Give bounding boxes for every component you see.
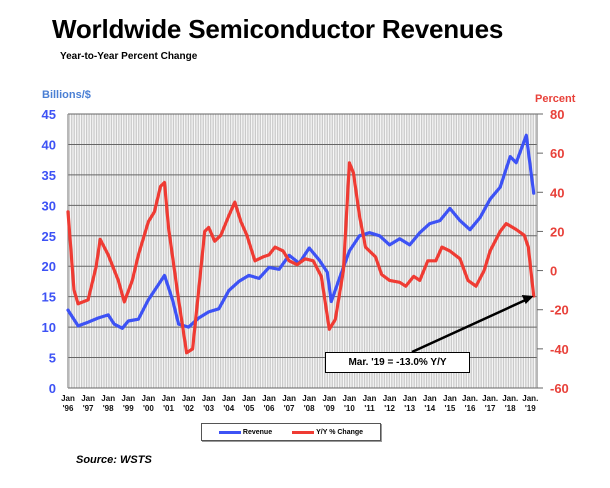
- right-tick-label: -60: [550, 381, 569, 396]
- annotation-arrow: [411, 297, 529, 354]
- x-tick-label: '01: [163, 404, 174, 413]
- x-tick-label: Jan: [302, 394, 316, 403]
- x-tick-label: Jan.: [522, 394, 538, 403]
- x-tick-label: Jan: [162, 394, 176, 403]
- x-tick-label: Jan: [262, 394, 276, 403]
- x-tick-label: '02: [183, 404, 194, 413]
- x-tick-label: '18: [505, 404, 516, 413]
- right-tick-label: 60: [550, 146, 564, 161]
- x-tick-label: Jan: [322, 394, 336, 403]
- legend: Revenue Y/Y % Change: [201, 423, 381, 441]
- left-tick-label: 30: [42, 198, 56, 213]
- x-tick-label: '06: [264, 404, 275, 413]
- x-tick-label: Jan: [81, 394, 95, 403]
- left-tick-label: 10: [42, 320, 56, 335]
- x-tick-label: '09: [324, 404, 335, 413]
- x-tick-label: Jan: [202, 394, 216, 403]
- x-tick-label: '11: [364, 404, 375, 413]
- x-tick-label: '14: [424, 404, 435, 413]
- left-tick-label: 5: [49, 351, 56, 366]
- x-tick-label: '98: [103, 404, 114, 413]
- x-tick-label: '08: [304, 404, 315, 413]
- x-tick-label: Jan: [363, 394, 377, 403]
- left-tick-label: 15: [42, 290, 56, 305]
- x-tick-label: '04: [223, 404, 234, 413]
- x-tick-label: Jan: [222, 394, 236, 403]
- x-tick-label: Jan: [343, 394, 357, 403]
- legend-item-yoy: Y/Y % Change: [292, 429, 363, 436]
- annotation-arrowhead: [521, 295, 534, 305]
- x-tick-label: '13: [404, 404, 415, 413]
- x-tick-label: '96: [63, 404, 74, 413]
- right-tick-label: 40: [550, 185, 564, 200]
- left-tick-label: 35: [42, 168, 56, 183]
- x-tick-label: '16: [465, 404, 476, 413]
- x-tick-label: Jan: [142, 394, 156, 403]
- x-tick-label: Jan.: [502, 394, 518, 403]
- chart-subtitle: Year-to-Year Percent Change: [60, 51, 198, 62]
- x-tick-label: '15: [444, 404, 455, 413]
- left-tick-label: 20: [42, 259, 56, 274]
- x-tick-label: '12: [384, 404, 395, 413]
- x-tick-label: '10: [344, 404, 355, 413]
- x-tick-label: Jan: [282, 394, 296, 403]
- right-tick-label: 20: [550, 224, 564, 239]
- left-tick-label: 45: [42, 107, 56, 122]
- legend-swatch-yoy: [292, 430, 315, 434]
- right-tick-label: -20: [550, 303, 569, 318]
- x-tick-label: Jan: [423, 394, 437, 403]
- x-tick-label: '00: [143, 404, 154, 413]
- source-note: Source: WSTS: [76, 454, 152, 466]
- x-tick-label: Jan: [383, 394, 397, 403]
- x-tick-label: '99: [123, 404, 134, 413]
- x-tick-label: Jan: [242, 394, 256, 403]
- x-tick-label: Jan.: [462, 394, 478, 403]
- x-tick-label: '17: [485, 404, 496, 413]
- legend-label-revenue: Revenue: [242, 428, 273, 436]
- chart-title: Worldwide Semiconductor Revenues: [52, 14, 504, 44]
- legend-label-yoy: Y/Y % Change: [316, 428, 364, 436]
- legend-swatch-revenue: [218, 430, 241, 434]
- right-tick-label: -40: [550, 342, 569, 357]
- x-tick-label: Jan: [443, 394, 457, 403]
- x-tick-label: Jan: [182, 394, 196, 403]
- x-tick-label: '97: [83, 404, 94, 413]
- left-axis-label: Billions/$: [42, 89, 91, 101]
- right-tick-label: 80: [550, 107, 564, 122]
- right-axis-label: Percent: [535, 93, 576, 105]
- left-tick-label: 25: [42, 229, 56, 244]
- x-tick-label: '05: [243, 404, 254, 413]
- x-tick-label: Jan: [121, 394, 135, 403]
- left-tick-label: 40: [42, 137, 56, 152]
- x-tick-label: Jan: [101, 394, 115, 403]
- legend-item-revenue: Revenue: [218, 428, 273, 436]
- right-tick-label: 0: [550, 264, 557, 279]
- left-tick-label: 0: [49, 381, 56, 396]
- x-tick-label: Jan: [403, 394, 417, 403]
- x-tick-label: Jan: [61, 394, 75, 403]
- x-tick-label: '19: [525, 404, 536, 413]
- x-tick-label: '03: [203, 404, 214, 413]
- x-tick-label: Jan.: [482, 394, 498, 403]
- x-tick-label: '07: [284, 404, 295, 413]
- annotation-box: Mar. '19 = -13.0% Y/Y: [325, 352, 470, 373]
